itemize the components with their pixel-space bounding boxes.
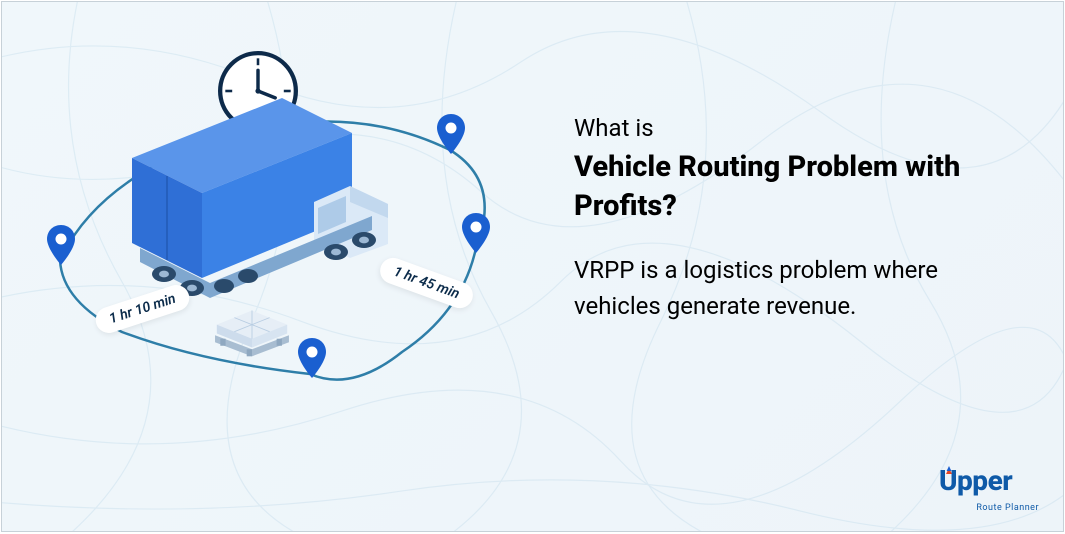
illustration: 1 hr 10 min 1 hr 45 min xyxy=(2,2,562,532)
map-pin-icon xyxy=(47,225,75,265)
text-block: What is Vehicle Routing Problem with Pro… xyxy=(574,114,1004,324)
infographic-card: 1 hr 10 min 1 hr 45 min What is Vehicle … xyxy=(1,1,1064,532)
brand-logo: Upper Route Planner xyxy=(939,464,1039,513)
pallet-icon xyxy=(208,300,296,358)
map-pin-icon xyxy=(437,114,465,154)
headline: Vehicle Routing Problem with Profits? xyxy=(574,148,1004,226)
map-pin-icon xyxy=(462,213,490,253)
logo-tagline: Route Planner xyxy=(939,503,1039,513)
lead-text: What is xyxy=(574,114,1004,142)
truck-icon xyxy=(92,88,402,328)
description: VRPP is a logistics problem where vehicl… xyxy=(574,252,1004,324)
map-pin-icon xyxy=(298,338,326,378)
logo-wordmark: Upper xyxy=(939,464,1039,504)
